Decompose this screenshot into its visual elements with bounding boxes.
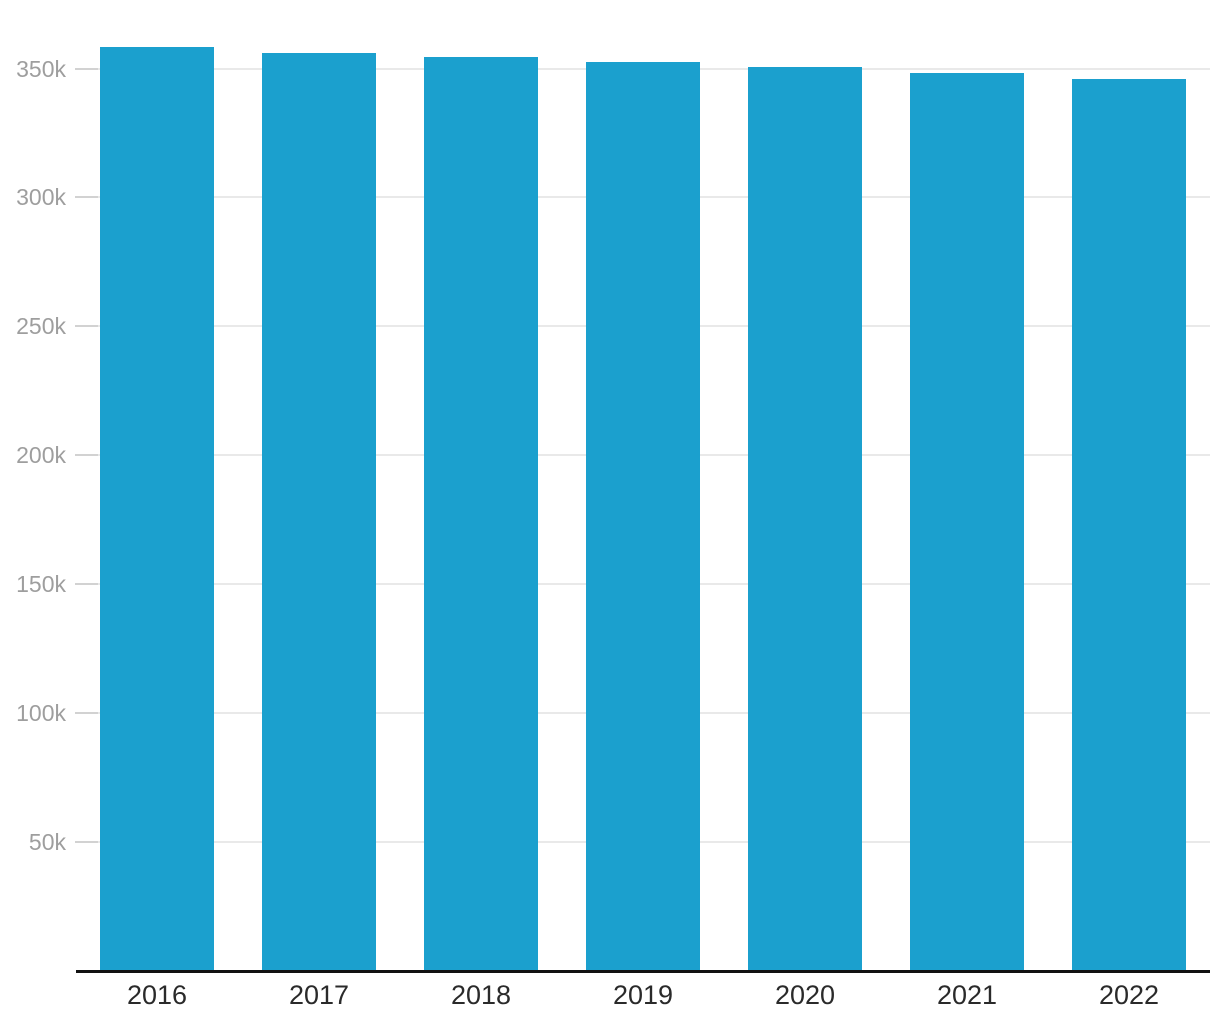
y-axis-label: 350k bbox=[16, 55, 66, 82]
x-axis-label-2020: 2020 bbox=[774, 980, 836, 1010]
bar-2022[interactable] bbox=[1072, 79, 1186, 971]
y-axis-label: 100k bbox=[16, 700, 66, 727]
y-axis-tick bbox=[75, 196, 98, 199]
y-axis-tick bbox=[75, 67, 98, 70]
y-axis-tick bbox=[75, 325, 98, 328]
y-axis-label: 200k bbox=[16, 442, 66, 469]
y-axis-tick bbox=[75, 454, 98, 457]
x-axis-label-2022: 2022 bbox=[1098, 980, 1160, 1010]
x-axis-label-2019: 2019 bbox=[612, 980, 674, 1010]
x-axis-line bbox=[76, 970, 1210, 973]
y-axis-label: 300k bbox=[16, 184, 66, 211]
bar-2018[interactable] bbox=[424, 57, 538, 971]
x-axis-label-2017: 2017 bbox=[288, 980, 350, 1010]
x-axis-label-2016: 2016 bbox=[126, 980, 188, 1010]
x-axis-label-2021: 2021 bbox=[936, 980, 998, 1010]
bar-2020[interactable] bbox=[748, 66, 862, 971]
y-axis-tick bbox=[75, 712, 98, 715]
bar-2021[interactable] bbox=[910, 73, 1024, 971]
y-axis-tick bbox=[75, 583, 98, 586]
y-axis-tick bbox=[75, 841, 98, 844]
y-axis-label: 150k bbox=[16, 571, 66, 598]
bar-2019[interactable] bbox=[586, 61, 700, 971]
y-axis-label: 250k bbox=[16, 313, 66, 340]
bar-2016[interactable] bbox=[100, 46, 214, 971]
bar-2017[interactable] bbox=[262, 52, 376, 971]
x-axis-label-2018: 2018 bbox=[450, 980, 512, 1010]
y-axis-label: 50k bbox=[28, 829, 66, 856]
